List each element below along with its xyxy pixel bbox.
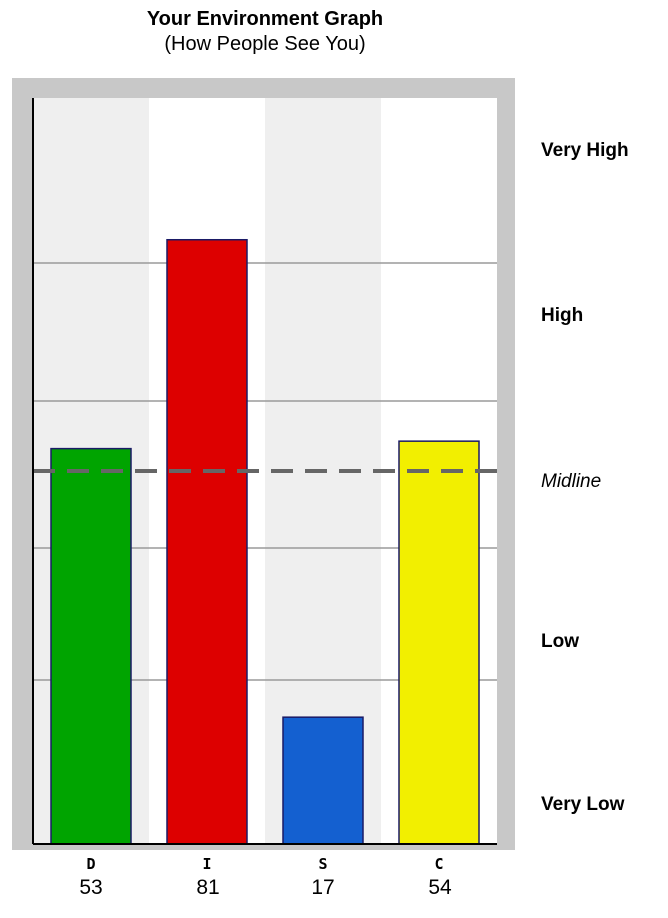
score-value-c: 54 [428,876,452,899]
level-label-very-low: Very Low [541,794,625,815]
x-tick-label-s: S [318,855,327,873]
score-value-i: 81 [196,876,220,899]
x-tick-label-i: I [202,855,211,873]
x-tick-label-d: D [86,855,95,873]
bar-s [282,716,364,845]
level-label-very-high: Very High [541,140,629,161]
bar-d [50,447,132,845]
x-tick-label-c: C [434,855,443,873]
level-label-midline: Midline [541,471,602,492]
bar-i [166,238,248,845]
score-value-s: 17 [311,876,335,899]
level-label-high: High [541,305,584,326]
chart-subtitle: (How People See You) [164,33,366,55]
level-label-low: Low [541,631,579,652]
score-value-d: 53 [79,876,103,899]
chart-title: Your Environment Graph [146,8,384,30]
bar-c [398,440,480,845]
